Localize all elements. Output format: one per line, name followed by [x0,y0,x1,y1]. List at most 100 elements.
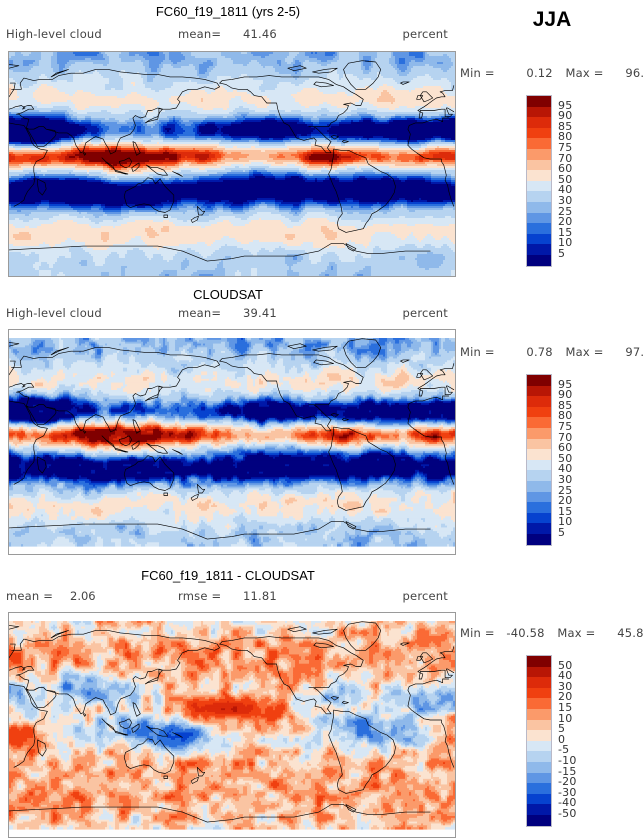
colorbar-cell [527,191,551,202]
colorbar-tick-label: 85 [558,119,573,133]
panel-model-subrow: High-level cloud mean= 41.46 percent [0,27,456,43]
panel-obs-mean-value: 39.41 [243,306,277,320]
coastline-layer [9,60,455,262]
panel-model-min-value: 0.12 [526,66,553,80]
panel-diff-mean-value: 2.06 [70,589,96,603]
colorbar-cell [527,459,551,471]
colorbar-tick-label: 75 [558,141,573,154]
colorbar-cell [527,502,551,513]
colorbar-cell [527,666,551,678]
colorbar-cell [527,730,551,741]
colorbar-tick-label: 5 [558,722,566,736]
panel-obs-subrow: High-level cloud mean= 39.41 percent [0,306,456,322]
colorbar-cell [527,233,551,245]
panel-diff-rmse-value: 11.81 [243,589,277,603]
colorbar-cell [527,687,551,699]
colorbar-tick-label: 30 [558,194,573,207]
colorbar-cell [527,180,551,192]
panel-diff-units: percent [402,589,448,603]
panel-diff-min-label: Min = [460,626,495,640]
colorbar-tick-label: 10 [558,711,573,725]
colorbar-tick-label: 20 [558,494,573,508]
panel-diff-mean-label: mean = [6,589,54,603]
colorbar-tick-label: 50 [558,451,573,465]
colorbar-tick-label: 25 [558,483,573,497]
colorbar-cell [527,783,551,794]
panel-obs-title: CLOUDSAT [193,287,263,302]
panel-obs-max-value: 97.31 [625,345,644,359]
map-diff[interactable] [8,612,456,838]
colorbar-cell [527,375,551,386]
colorbar-tick-label: 60 [558,441,573,455]
colorbar-cell [527,396,551,407]
colorbar-cell [527,656,551,667]
colorbar-tick-label: 0 [558,732,566,746]
colorbar-tick-label: -15 [558,764,577,778]
colorbar-cell [527,96,551,107]
colorbar-cell [527,254,551,266]
colorbar-tick-label: -30 [558,785,577,799]
colorbar-cell [527,698,551,709]
colorbar-tick-label: -50 [558,807,577,820]
colorbar-tick-label: 15 [558,504,573,518]
colorbar-model-strip[interactable] [526,95,552,267]
coastline-layer [9,338,455,540]
colorbar-diff-strip[interactable] [526,655,552,827]
colorbar-cell [527,201,551,213]
colorbar-tick-label: 10 [558,515,573,529]
panel-obs-mean-label: mean= [178,306,222,320]
panel-diff-max-value: 45.81 [617,626,644,640]
colorbar-tick-label: 60 [558,162,573,176]
colorbar-cell [527,491,551,503]
colorbar-cell [527,106,551,118]
colorbar-tick-label: -20 [558,775,577,789]
colorbar-cell [527,480,551,492]
colorbar-tick-label: 40 [558,669,573,683]
colorbar-tick-label: 85 [558,398,573,412]
colorbar-tick-label: -40 [558,796,577,810]
colorbar-tick-label: 20 [558,215,573,229]
colorbar-tick-label: 50 [558,658,573,672]
colorbar-cell [527,385,551,397]
season-label: JJA [532,8,572,31]
panel-obs-min-value: 0.78 [526,345,553,359]
map-obs[interactable] [8,329,456,555]
colorbar-cell [527,438,551,450]
panel-diff-max-label: Max = [557,626,596,640]
colorbar-cell [527,212,551,224]
colorbar-tick-label: 10 [558,236,573,250]
colorbar-tick-label: 15 [558,701,573,714]
colorbar-cell [527,170,551,181]
panel-model-max-label: Max = [565,66,604,80]
map-model[interactable] [8,51,456,277]
colorbar-tick-label: 30 [558,473,573,486]
panel-model-min-label: Min = [460,66,495,80]
colorbar-obs-strip[interactable] [526,374,552,546]
colorbar-cell [527,804,551,815]
colorbar-cell [527,244,551,255]
colorbar-tick-label: 80 [558,130,573,144]
colorbar-tick-label: 90 [558,388,573,402]
panel-obs-max-label: Max = [565,345,604,359]
panel-diff-title: FC60_f19_1811 - CLOUDSAT [141,568,315,583]
colorbar-tick-label: 75 [558,420,573,433]
colorbar-cell [527,159,551,171]
colorbar-cell [527,470,551,481]
colorbar-tick-label: -5 [558,743,570,757]
colorbar-cell [527,761,551,773]
panel-diff-subrow: mean = 2.06 rmse = 11.81 percent [0,589,456,605]
panel-model-mean-value: 41.46 [243,27,277,41]
panel-model-field-label: High-level cloud [6,27,102,41]
colorbar-tick-label: 50 [558,172,573,186]
colorbar-cell [527,138,551,149]
colorbar-cell [527,223,551,234]
colorbar-cell [527,772,551,784]
colorbar-cell [527,677,551,688]
colorbar-tick-label: 90 [558,109,573,123]
colorbar-cell [527,793,551,805]
colorbar-cell [527,117,551,128]
panel-model-minmax: Min = 0.12 Max = 96.70 [460,66,644,80]
colorbar-tick-label: 70 [558,151,573,165]
colorbar-cell [527,449,551,460]
colorbar-cell [527,406,551,418]
